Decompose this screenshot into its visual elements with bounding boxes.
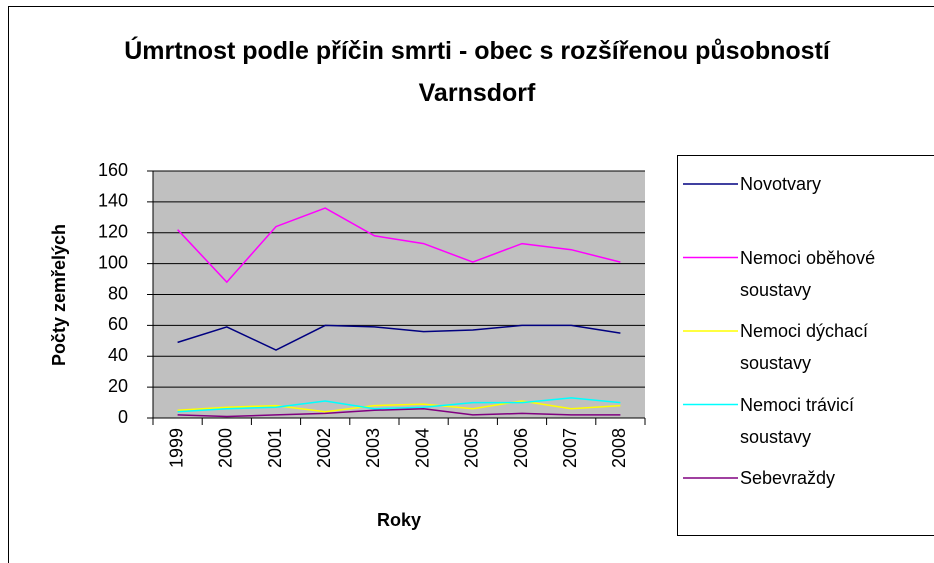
chart-title: Úmrtnost podle příčin smrti - obec s roz… — [124, 37, 830, 107]
y-tick-label: 0 — [118, 407, 128, 427]
legend-label: Nemoci dýchací soustavy — [740, 321, 869, 373]
x-axis-label: Roky — [377, 510, 421, 530]
y-tick-label: 160 — [98, 160, 128, 180]
legend-label: Nemoci trávicí soustavy — [740, 394, 855, 447]
series-line — [177, 400, 621, 413]
x-tick-label: 2007 — [560, 428, 580, 468]
x-tick-label: 2006 — [511, 428, 531, 468]
x-tick-label: 1999 — [166, 428, 186, 468]
series-line — [177, 324, 621, 351]
chart-border — [8, 6, 934, 563]
legend-label: Sebevraždy — [740, 468, 836, 488]
y-tick-label: 80 — [108, 283, 128, 303]
x-tick-label: 2001 — [265, 428, 285, 468]
y-tick-label: 120 — [98, 222, 128, 242]
series-line — [177, 407, 621, 418]
legend-label: Nemoci oběhové soustavy — [740, 247, 876, 300]
x-tick-label: 2008 — [609, 428, 629, 468]
y-tick-label: 60 — [108, 314, 128, 334]
legend-box — [677, 155, 934, 536]
series-line — [177, 397, 621, 413]
y-tick-label: 100 — [98, 252, 128, 272]
x-tick-label: 2000 — [216, 428, 236, 468]
x-tick-label: 2005 — [462, 428, 482, 468]
y-tick-label: 20 — [108, 376, 128, 396]
legend-label: Novotvary — [740, 174, 822, 194]
y-tick-label: 140 — [98, 191, 128, 211]
x-tick-label: 2003 — [363, 428, 383, 468]
series-line — [177, 207, 621, 284]
x-tick-label: 2002 — [314, 428, 334, 468]
y-tick-label: 40 — [108, 345, 128, 365]
y-axis-label: Počty zemřelých — [49, 224, 69, 366]
x-tick-label: 2004 — [412, 428, 432, 468]
